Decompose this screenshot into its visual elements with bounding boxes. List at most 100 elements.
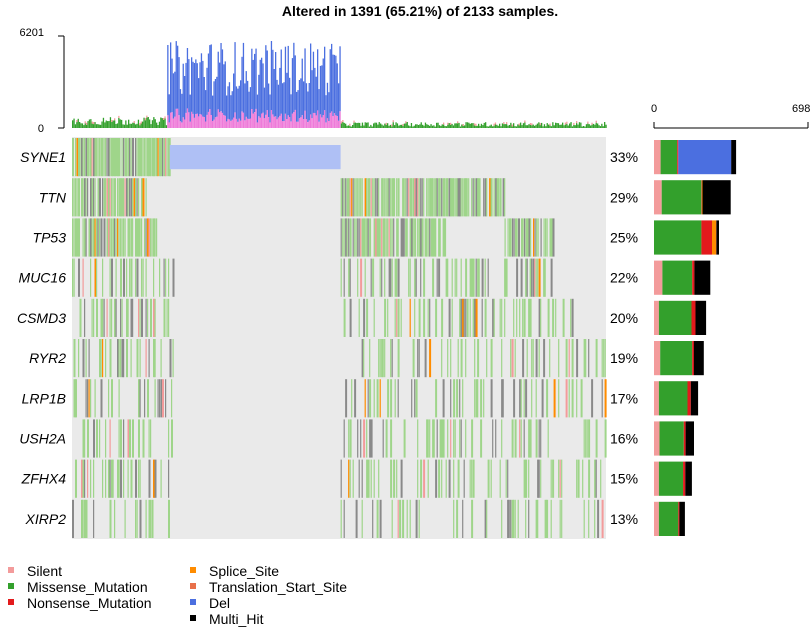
count-bar-muc16-missense_mutation bbox=[662, 260, 693, 295]
mutation-cell-syne1 bbox=[111, 138, 113, 177]
mutation-cell-ttn bbox=[427, 178, 429, 217]
mutation-cell-tp53 bbox=[522, 218, 524, 257]
tmb-bar-missense bbox=[406, 122, 408, 128]
tmb-bar-del bbox=[193, 63, 196, 118]
tmb-bar-missense bbox=[93, 124, 95, 128]
mutation-cell-syne1 bbox=[90, 138, 92, 177]
mutation-cell-zfhx4 bbox=[352, 459, 354, 498]
mutation-cell-syne1 bbox=[135, 138, 137, 177]
mutation-cell-lrp1b bbox=[157, 379, 159, 418]
mutation-cell-lrp1b bbox=[390, 379, 393, 418]
tmb-bar-del bbox=[261, 57, 263, 114]
tmb-bar-silent bbox=[276, 119, 278, 128]
mutation-cell-ush2a bbox=[105, 419, 107, 458]
tmb-bar-missense bbox=[499, 123, 501, 128]
mutation-cell-ryr2 bbox=[363, 339, 365, 378]
tmb-bar-silent bbox=[188, 112, 190, 128]
tmb-bar-del bbox=[284, 46, 287, 114]
mutation-cell-zfhx4 bbox=[561, 459, 563, 498]
count-bar-ryr2-silent bbox=[654, 341, 661, 376]
mutation-cell-lrp1b bbox=[462, 379, 464, 418]
mutation-cell-syne1 bbox=[157, 138, 159, 177]
mutation-cell-lrp1b bbox=[367, 379, 369, 418]
tmb-bar-silent bbox=[221, 112, 224, 128]
mutation-cell-ttn bbox=[388, 178, 390, 217]
mutation-cell-zfhx4 bbox=[358, 459, 360, 498]
tmb-bar-silent bbox=[230, 120, 232, 128]
tmb-bar-silent bbox=[174, 116, 176, 128]
tmb-bar-missense bbox=[395, 122, 397, 128]
tmb-bar-missense bbox=[562, 122, 564, 128]
mutation-cell-ttn bbox=[114, 178, 116, 217]
tmb-bar-missense bbox=[550, 126, 553, 128]
mutation-cell-zfhx4 bbox=[528, 459, 530, 498]
mutation-cell-tp53 bbox=[369, 218, 372, 257]
mutation-cell-xirp2 bbox=[550, 499, 552, 538]
mutation-cell-lrp1b bbox=[601, 379, 603, 418]
tmb-bar-missense bbox=[356, 123, 358, 128]
tmb-bar-del bbox=[272, 49, 274, 115]
count-bar-syne1-nonsense_mutation bbox=[677, 140, 679, 175]
mutation-cell-zfhx4 bbox=[537, 459, 540, 498]
tmb-bar-missense bbox=[510, 122, 512, 128]
mutation-cell-tp53 bbox=[391, 218, 393, 257]
percent-label-ryr2: 19% bbox=[610, 350, 638, 366]
mutation-cell-csmd3 bbox=[538, 298, 541, 337]
tmb-bar-silent bbox=[216, 116, 218, 128]
mutation-cell-ttn bbox=[76, 178, 78, 217]
mutation-cell-zfhx4 bbox=[594, 459, 597, 498]
tmb-bar-silent bbox=[297, 121, 299, 128]
mutation-cell-syne1 bbox=[88, 138, 90, 177]
mutation-cell-muc16 bbox=[390, 258, 392, 297]
tmb-bar-missense bbox=[373, 123, 375, 128]
mutation-cell-muc16 bbox=[487, 258, 489, 297]
mutation-cell-xirp2 bbox=[406, 499, 408, 538]
mutation-cell-ttn bbox=[352, 178, 354, 217]
mutation-cell-csmd3 bbox=[481, 298, 483, 337]
mutation-cell-muc16 bbox=[72, 258, 74, 297]
mutation-cell-ush2a bbox=[132, 419, 134, 458]
mutation-cell-xirp2 bbox=[511, 499, 514, 538]
mutation-cell-muc16 bbox=[484, 258, 486, 297]
mutation-cell-ryr2 bbox=[82, 339, 85, 378]
mutation-cell-muc16 bbox=[384, 258, 386, 297]
mutation-cell-ttn bbox=[385, 178, 387, 217]
mutation-cell-ush2a bbox=[87, 419, 89, 458]
mutation-cell-ush2a bbox=[120, 419, 122, 458]
tmb-bar-del bbox=[293, 42, 295, 113]
mutation-cell-tp53 bbox=[534, 218, 536, 257]
legend-swatch-del bbox=[190, 599, 196, 605]
mutation-cell-ttn bbox=[397, 178, 400, 217]
count-bar-lrp1b-multi_hit bbox=[690, 381, 699, 416]
tmb-bar-missense bbox=[433, 125, 435, 128]
tmb-bar-del bbox=[196, 63, 198, 114]
tmb-bar-silent bbox=[289, 117, 291, 128]
mutation-cell-ryr2 bbox=[549, 339, 551, 378]
mutation-cell-ush2a bbox=[441, 419, 444, 458]
mutation-cell-zfhx4 bbox=[120, 459, 122, 498]
mutation-cell-syne1 bbox=[103, 138, 105, 177]
tmb-bar-del bbox=[280, 49, 282, 114]
mutation-cell-ryr2 bbox=[139, 339, 141, 378]
tmb-bar-del bbox=[200, 53, 203, 115]
tmb-bar-silent bbox=[457, 121, 459, 124]
tmb-bar-missense bbox=[114, 120, 116, 128]
mutation-cell-ttn bbox=[348, 178, 351, 217]
tmb-bar-del bbox=[322, 58, 324, 116]
tmb-bar-silent bbox=[318, 121, 320, 128]
mutation-cell-tp53 bbox=[114, 218, 116, 257]
mutation-cell-zfhx4 bbox=[148, 459, 151, 498]
mutation-cell-ryr2 bbox=[460, 339, 463, 378]
mutation-cell-ttn bbox=[439, 178, 441, 217]
mutation-cell-lrp1b bbox=[501, 379, 504, 418]
mutation-cell-ttn bbox=[124, 178, 126, 217]
tmb-bar-del bbox=[291, 58, 294, 114]
mutation-cell-xirp2 bbox=[409, 499, 411, 538]
tmb-bar-missense bbox=[384, 123, 386, 128]
mutation-cell-muc16 bbox=[370, 258, 372, 297]
legend-label-del: Del bbox=[209, 595, 230, 611]
mutation-cell-ush2a bbox=[442, 419, 445, 458]
mutation-cell-syne1 bbox=[127, 138, 130, 177]
mutation-cell-tp53 bbox=[108, 218, 110, 257]
mutation-cell-ryr2 bbox=[457, 339, 459, 378]
